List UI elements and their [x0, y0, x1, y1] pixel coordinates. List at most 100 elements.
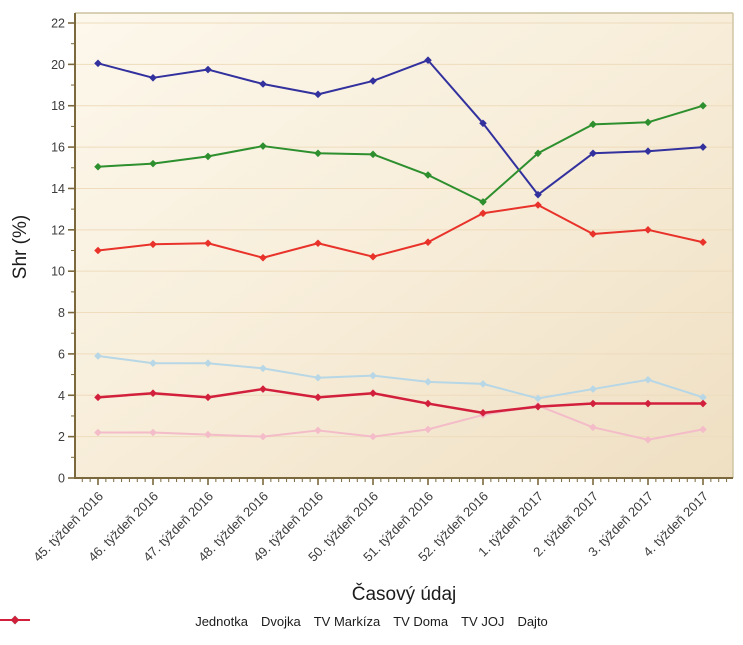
y-tick-label: 6	[58, 347, 65, 361]
data-point-dvojka	[259, 432, 267, 441]
data-point-dvojka	[314, 426, 322, 435]
series-line-tv-joj	[97, 104, 704, 203]
data-point-tv-markiza	[369, 77, 377, 85]
legend-item-jednotka: Jednotka	[0, 614, 248, 629]
series-line-dajto	[97, 387, 703, 415]
y-tick-label: 20	[51, 58, 65, 72]
data-point-tv-joj	[94, 162, 102, 171]
y-tick-label: 4	[58, 389, 65, 403]
data-point-dvojka	[589, 423, 597, 432]
data-point-tv-joj	[259, 142, 267, 150]
data-point-tv-joj	[424, 171, 432, 179]
data-point-dajto	[259, 385, 267, 393]
y-axis-title: Shr (%)	[10, 214, 31, 280]
data-point-jednotka	[699, 238, 707, 247]
data-point-jednotka	[644, 226, 652, 234]
legend-item-label: Dvojka	[260, 614, 301, 629]
data-point-tv-markiza	[314, 90, 322, 99]
series-line-dvojka	[98, 404, 704, 441]
legend-item-tv-joj: TV JOJ	[0, 614, 505, 629]
data-point-jednotka	[534, 201, 542, 209]
data-point-tv-joj	[479, 198, 487, 206]
data-point-dvojka	[204, 430, 212, 439]
series-line-tv-markiza	[97, 59, 704, 196]
data-point-tv-joj	[644, 118, 652, 127]
data-point-dvojka	[644, 435, 652, 444]
data-point-tv-doma	[204, 359, 212, 368]
y-tick-label: 18	[51, 99, 65, 113]
data-point-dvojka	[424, 425, 432, 434]
data-point-tv-markiza	[424, 56, 432, 65]
data-point-tv-markiza	[534, 190, 542, 199]
y-tick-label: 0	[58, 472, 65, 486]
legend: Jednotka Dvojka TV Markíza TV Doma TV JOJ Daj…	[0, 614, 743, 629]
y-tick-label: 22	[51, 17, 65, 31]
y-tick-label: 14	[51, 182, 65, 196]
data-point-tv-markiza	[644, 147, 652, 156]
data-point-tv-markiza	[589, 149, 597, 158]
data-point-jednotka	[479, 209, 487, 218]
data-point-tv-joj	[589, 120, 597, 129]
data-point-jednotka	[204, 239, 212, 248]
data-point-dajto	[479, 409, 487, 417]
data-point-tv-joj	[314, 149, 322, 158]
data-point-dvojka	[149, 428, 157, 437]
y-tick-label: 16	[51, 141, 65, 155]
data-point-dajto	[589, 399, 597, 408]
data-point-jednotka	[94, 246, 102, 255]
data-point-dajto	[204, 393, 212, 402]
legend-item-label: Jednotka	[195, 614, 248, 629]
data-point-tv-doma	[94, 352, 102, 360]
data-point-dajto	[314, 393, 322, 402]
series-line-tv-doma	[97, 354, 704, 400]
legend-item-label: TV Doma	[393, 614, 449, 629]
data-point-tv-doma	[534, 394, 542, 403]
data-point-tv-doma	[314, 373, 322, 382]
data-point-dajto	[149, 389, 157, 398]
data-point-dajto	[424, 399, 432, 408]
data-point-tv-doma	[479, 380, 487, 388]
data-point-tv-joj	[149, 159, 157, 168]
data-point-tv-doma	[699, 393, 707, 402]
data-point-tv-markiza	[699, 143, 707, 151]
x-axis-title: Časový údaj	[351, 584, 457, 605]
data-point-tv-markiza	[259, 80, 267, 88]
y-tick-label: 10	[51, 265, 65, 279]
data-point-jednotka	[259, 253, 267, 262]
data-point-tv-doma	[259, 364, 267, 373]
data-point-tv-doma	[149, 359, 157, 368]
data-point-dvojka	[369, 432, 377, 441]
data-point-dajto	[94, 393, 102, 402]
data-point-dvojka	[94, 428, 102, 437]
series-line-jednotka	[97, 204, 704, 259]
data-point-tv-markiza	[94, 59, 102, 68]
data-point-jednotka	[424, 238, 432, 247]
data-point-jednotka	[589, 230, 597, 238]
data-point-tv-joj	[204, 152, 212, 161]
legend-item-label: TV Markíza	[313, 614, 381, 629]
legend-marker-icon	[0, 615, 30, 625]
plot-background	[75, 13, 733, 478]
data-point-tv-joj	[534, 149, 542, 158]
data-point-dajto	[699, 399, 707, 408]
legend-item-dvojka: Dvojka	[0, 614, 301, 629]
legend-item-label: TV JOJ	[461, 614, 505, 629]
y-tick-label: 12	[51, 223, 65, 237]
legend-item-dajto: Dajto	[0, 614, 548, 629]
data-point-jednotka	[149, 240, 157, 249]
data-point-dvojka	[699, 425, 707, 434]
y-tick-label: 2	[58, 430, 65, 444]
legend-item-label: Dajto	[517, 614, 548, 629]
legend-item-tv-markiza: TV Markíza	[0, 614, 381, 629]
data-point-tv-markiza	[204, 65, 212, 74]
legend-item-tv-doma: TV Doma	[0, 614, 449, 629]
data-point-dajto	[369, 389, 377, 398]
data-point-tv-doma	[369, 371, 377, 380]
y-tick-label: 8	[58, 306, 65, 320]
data-point-dajto	[534, 402, 542, 411]
data-point-tv-doma	[644, 375, 652, 384]
data-point-tv-doma	[589, 385, 597, 393]
data-point-tv-joj	[369, 150, 377, 159]
